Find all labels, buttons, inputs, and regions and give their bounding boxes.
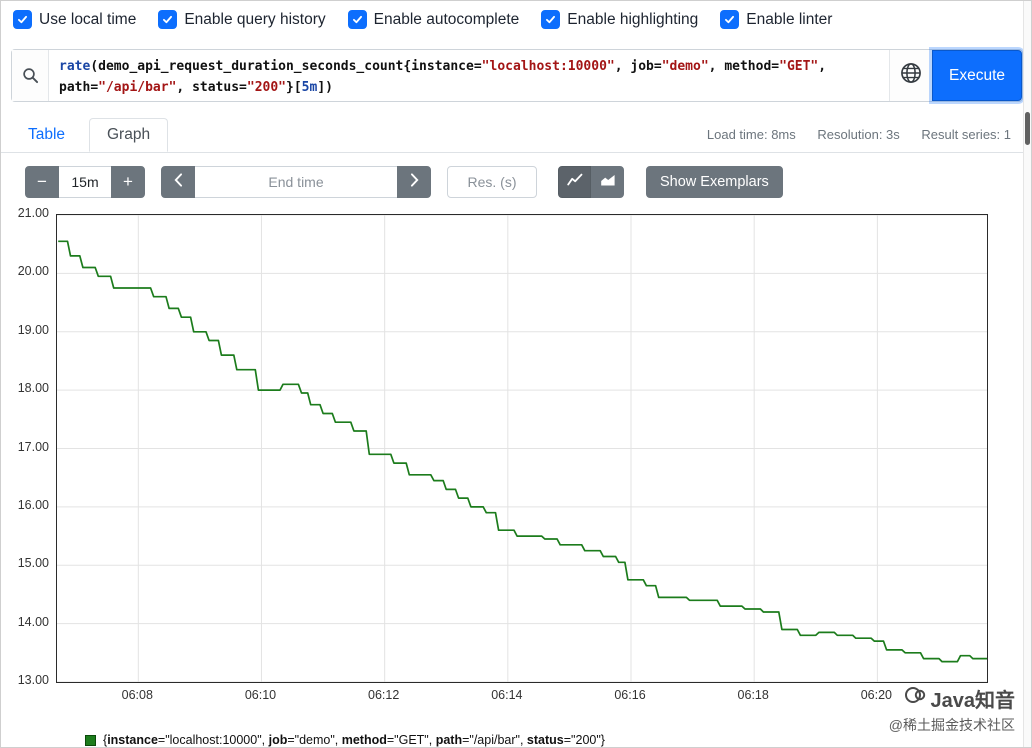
stacked-chart-icon bbox=[600, 172, 616, 193]
x-axis-tick-label: 06:20 bbox=[860, 688, 892, 702]
resolution-text: Resolution: 3s bbox=[817, 127, 900, 142]
globe-icon bbox=[900, 62, 922, 89]
query-stats: Load time: 8ms Resolution: 3s Result ser… bbox=[707, 118, 1011, 152]
load-time-text: Load time: 8ms bbox=[706, 127, 796, 142]
x-axis-tick-label: 06:10 bbox=[244, 688, 277, 702]
series-color-swatch bbox=[85, 734, 96, 746]
checkbox-checked-icon bbox=[720, 10, 740, 29]
end-time-input[interactable] bbox=[195, 166, 397, 198]
checkbox-label: Enable autocomplete bbox=[373, 10, 520, 28]
stacked-chart-toggle-button[interactable] bbox=[591, 166, 624, 198]
checkbox-checked-icon bbox=[347, 10, 367, 29]
watermark-line2: @稀土掘金技术社区 bbox=[888, 717, 1015, 733]
line-chart-icon bbox=[566, 172, 583, 193]
search-icon bbox=[12, 50, 49, 101]
x-axis-tick-label: 06:14 bbox=[491, 688, 523, 702]
x-axis-tick-label: 06:08 bbox=[121, 688, 153, 702]
checkbox-label: Enable linter bbox=[746, 10, 833, 28]
range-decrease-button[interactable]: − bbox=[25, 166, 59, 198]
x-axis-tick-label: 06:16 bbox=[614, 688, 646, 702]
checkbox-checked-icon bbox=[158, 10, 178, 29]
checkbox-enable-highlighting[interactable]: Enable highlighting bbox=[541, 10, 698, 29]
legend-item[interactable]: {instance="localhost:10000", job="demo",… bbox=[85, 733, 605, 747]
line-chart-toggle-button[interactable] bbox=[558, 166, 591, 198]
y-axis-tick-label: 20.00 bbox=[17, 264, 49, 279]
chart-type-toggle bbox=[558, 166, 624, 198]
scrollbar-track[interactable] bbox=[1023, 1, 1031, 747]
query-bar: rate(demo_api_request_duration_seconds_c… bbox=[11, 49, 1023, 102]
tab-graph[interactable]: Graph bbox=[89, 118, 169, 152]
range-increase-button[interactable]: + bbox=[111, 166, 145, 198]
range-input[interactable] bbox=[59, 166, 111, 198]
tabs-bar: Table Graph Load time: 8ms Resolution: 3… bbox=[1, 118, 1025, 153]
y-axis-tick-label: 16.00 bbox=[17, 497, 49, 512]
checkbox-enable-autocomplete[interactable]: Enable autocomplete bbox=[347, 10, 520, 29]
checkbox-enable-query-history[interactable]: Enable query history bbox=[158, 10, 326, 29]
y-axis-tick-label: 21.00 bbox=[17, 206, 49, 220]
checkbox-enable-linter[interactable]: Enable linter bbox=[720, 10, 832, 29]
y-axis-tick-label: 15.00 bbox=[17, 556, 49, 571]
series-label: {instance="localhost:10000", job="demo",… bbox=[103, 733, 605, 747]
settings-row: Use local time Enable query history Enable… bbox=[13, 10, 832, 29]
scrollbar-thumb[interactable] bbox=[1025, 112, 1030, 145]
time-forward-button[interactable] bbox=[397, 166, 431, 198]
resolution-input[interactable] bbox=[447, 166, 537, 198]
show-exemplars-button[interactable]: Show Exemplars bbox=[646, 166, 783, 198]
end-time-group bbox=[161, 166, 431, 198]
query-input[interactable]: rate(demo_api_request_duration_seconds_c… bbox=[59, 59, 827, 95]
y-axis-tick-label: 17.00 bbox=[17, 439, 49, 454]
result-series-text: Result series: 1 bbox=[921, 127, 1011, 142]
checkbox-label: Enable query history bbox=[184, 10, 326, 28]
graph-canvas bbox=[57, 215, 987, 682]
metrics-explorer-button[interactable] bbox=[889, 50, 932, 101]
checkbox-checked-icon bbox=[541, 10, 561, 29]
plot-area[interactable] bbox=[56, 214, 988, 683]
checkbox-label: Enable highlighting bbox=[567, 10, 699, 28]
tab-table[interactable]: Table bbox=[28, 126, 66, 143]
y-axis-tick-label: 19.00 bbox=[17, 322, 49, 337]
y-axis-tick-label: 14.00 bbox=[17, 614, 49, 629]
x-axis-tick-label: 06:12 bbox=[368, 688, 400, 702]
time-back-button[interactable] bbox=[161, 166, 195, 198]
checkbox-label: Use local time bbox=[39, 10, 137, 28]
checkbox-checked-icon bbox=[13, 10, 32, 29]
execute-button[interactable]: Execute bbox=[932, 50, 1022, 101]
y-axis-tick-label: 18.00 bbox=[17, 381, 49, 396]
watermark-title: Java知音 bbox=[930, 689, 1016, 712]
range-input-group: − + bbox=[25, 166, 145, 198]
chevron-left-icon bbox=[173, 172, 183, 192]
graph-controls: − + bbox=[1, 166, 1031, 198]
x-axis-tick-label: 06:18 bbox=[737, 688, 769, 702]
checkbox-use-local-time[interactable]: Use local time bbox=[13, 10, 136, 29]
y-axis-tick-label: 13.00 bbox=[17, 673, 49, 687]
chevron-right-icon bbox=[410, 172, 419, 192]
